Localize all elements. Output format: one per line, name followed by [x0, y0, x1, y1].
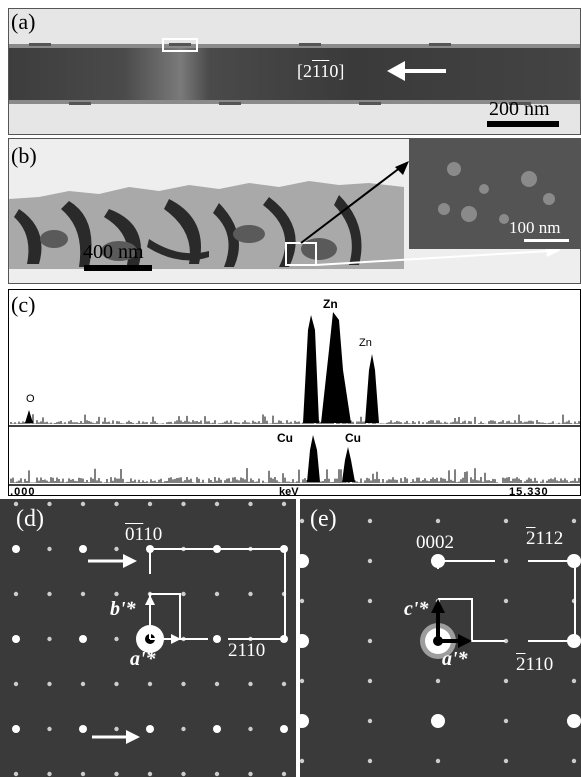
panel-b-inset-scale-label: 100 nm	[509, 218, 561, 237]
right-index-barred: 2	[228, 640, 238, 661]
top-index-rest: 10	[143, 524, 163, 545]
panel-b-scale-label: 400 nm	[83, 241, 144, 263]
panel-d-label: (d)	[16, 506, 44, 532]
axis-min-label: 0.000	[9, 486, 36, 496]
panel-e-label: (e)	[310, 506, 337, 532]
panel-d: (d) 0110 2110 b'* a'*	[0, 499, 296, 777]
a-vector-label-e: a'*	[442, 648, 468, 670]
top-index-barred: 01	[125, 524, 144, 545]
eds-spectra	[9, 312, 580, 486]
peak-zn-kb	[365, 354, 379, 423]
direction-open: [	[297, 61, 303, 81]
c-vector-label: c'*	[404, 598, 429, 620]
panel-e-pattern	[300, 518, 581, 764]
panel-b-label: (b)	[11, 143, 37, 168]
panel-a-image	[9, 9, 580, 134]
panel-a: (a) [2110] 200 nm	[8, 8, 581, 135]
peak-cu1-label: Cu	[277, 431, 293, 445]
panel-e-top-index: 0002	[416, 532, 454, 553]
panel-d-right-index: 2110	[228, 641, 265, 660]
b-vector-label: b'*	[110, 598, 136, 620]
peak-zn1-label: Zn	[323, 297, 338, 311]
direction-barred-1b: 1	[320, 61, 330, 81]
peak-zn-ka	[321, 312, 351, 423]
axis-max-label: 15.330	[509, 486, 549, 496]
panel-d-top-index: 0110	[125, 525, 162, 544]
direction-digit-2: 2	[303, 61, 312, 81]
panel-b-image	[9, 139, 580, 283]
a-vector-label: a'*	[130, 648, 156, 670]
panel-b: (b) 400 nm 100 nm	[8, 138, 581, 284]
panel-e: (e) 0002 2112 2110 c'* a'*	[300, 499, 581, 777]
right-index-rest: 110	[237, 640, 266, 661]
panel-d-pattern	[12, 501, 288, 777]
panel-e-top-right-index: 2112	[526, 529, 563, 548]
direction-tail: 0]	[329, 61, 345, 81]
peak-o-label: O	[26, 393, 35, 405]
tr-index-rest: 112	[535, 528, 564, 549]
br-index-barred: 2	[516, 654, 526, 675]
peak-cu-ka	[307, 435, 320, 482]
panel-c-label: (c)	[11, 292, 36, 317]
peak-cu2-label: Cu	[345, 431, 361, 445]
peak-zn2-label: Zn	[359, 337, 372, 349]
panel-a-label: (a)	[11, 9, 36, 34]
axis-unit-label: keV	[279, 486, 299, 496]
peak-zn-la	[303, 315, 319, 423]
panel-a-direction-label: [2110]	[297, 62, 344, 80]
direction-barred-1: 1	[312, 61, 321, 81]
br-index-rest: 110	[525, 654, 554, 675]
panel-e-bottom-right-index: 2110	[516, 655, 553, 674]
panel-c: (c) O Zn Zn Cu Cu 0.000 keV 15.330	[8, 289, 581, 496]
peak-cu-kb	[342, 447, 355, 482]
panel-a-scale-label: 200 nm	[489, 98, 550, 120]
tr-index-barred: 2	[526, 528, 536, 549]
peak-o	[25, 410, 33, 423]
